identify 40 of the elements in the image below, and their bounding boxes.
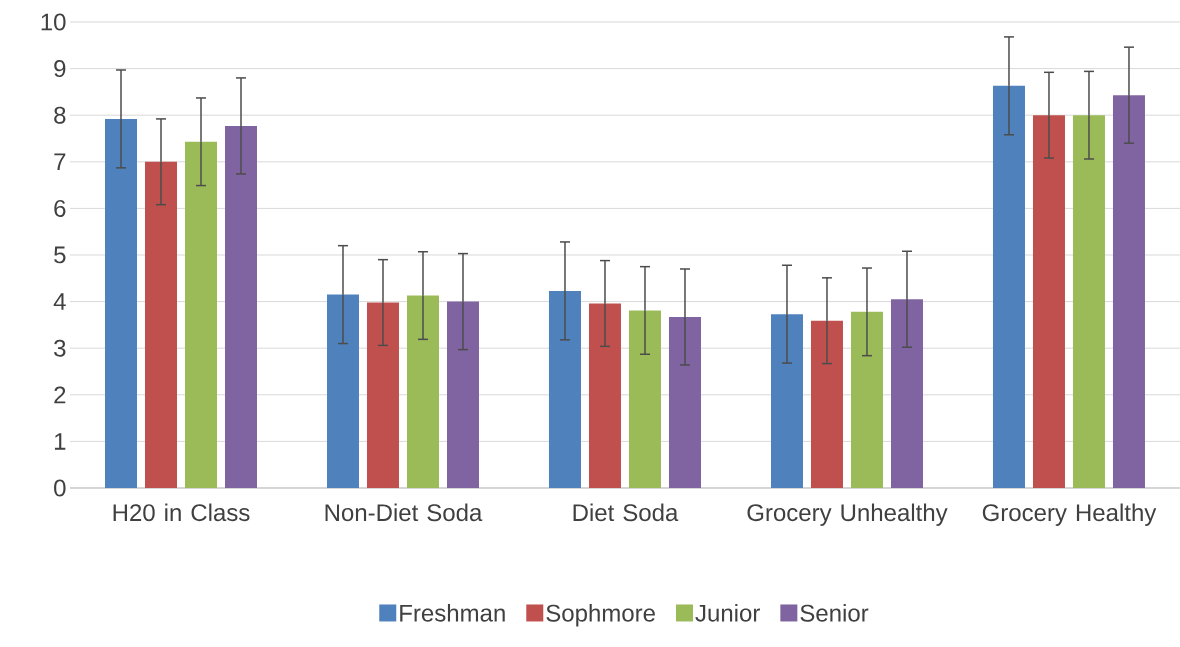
y-tick-label: 5 xyxy=(54,246,66,264)
bar xyxy=(810,320,843,488)
bar xyxy=(145,161,177,488)
x-tick-label: Grocery Unhealthy xyxy=(747,503,948,526)
x-tick-label: H20 in Class xyxy=(113,503,250,522)
y-tick-label: 3 xyxy=(54,339,66,357)
bar xyxy=(890,299,923,488)
x-tick-label: Non-Diet Soda xyxy=(325,503,483,522)
bar xyxy=(1032,115,1065,488)
y-tick-label: 2 xyxy=(54,386,66,404)
bar xyxy=(668,316,701,488)
x-tick-label: Grocery Healthy xyxy=(982,503,1157,526)
legend-label: Freshman xyxy=(400,604,505,622)
legend-label: Senior xyxy=(800,604,869,622)
bar xyxy=(770,314,803,488)
bar xyxy=(588,303,621,488)
bar xyxy=(225,125,257,488)
y-tick-label: 9 xyxy=(54,60,66,78)
bar xyxy=(548,290,581,488)
legend-label: Sophmore xyxy=(546,604,655,627)
bar xyxy=(1112,95,1145,488)
legend-label: Junior xyxy=(695,604,760,622)
y-tick-label: 1 xyxy=(54,433,66,450)
bar xyxy=(1072,115,1105,488)
bar xyxy=(446,301,479,488)
y-tick-label: 10 xyxy=(41,13,66,31)
bar xyxy=(850,311,883,488)
bar xyxy=(105,118,137,488)
bar xyxy=(326,294,359,488)
x-tick-label: Diet Soda xyxy=(573,503,679,522)
y-tick-label: 7 xyxy=(54,153,66,171)
bar xyxy=(992,85,1025,488)
bar xyxy=(628,310,661,488)
y-tick-label: 6 xyxy=(54,199,66,217)
y-tick-label: 0 xyxy=(54,479,66,497)
y-tick-label: 4 xyxy=(53,293,66,310)
bar xyxy=(366,302,399,488)
bar xyxy=(185,141,217,488)
y-tick-label: 8 xyxy=(54,106,66,124)
bar xyxy=(406,295,439,488)
